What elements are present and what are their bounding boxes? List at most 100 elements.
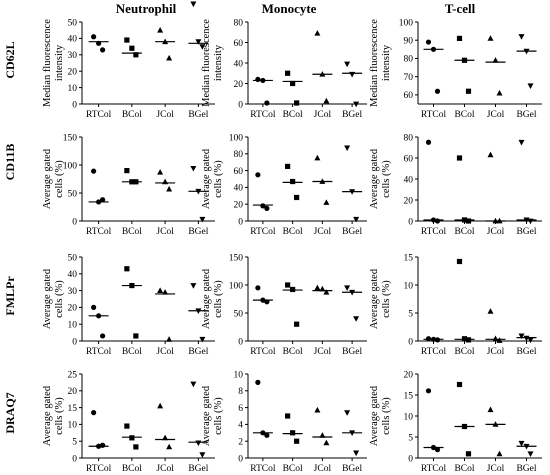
data-point [195, 440, 202, 447]
data-point [91, 410, 97, 416]
data-point [518, 34, 525, 40]
x-tick-label: BCol [122, 227, 142, 237]
data-point [157, 27, 164, 33]
data-point [434, 447, 441, 453]
x-tick-label: BCol [454, 227, 474, 237]
x-tick-label: RTCol [250, 464, 276, 474]
x-tick-label: JCol [156, 110, 174, 120]
data-point [434, 337, 441, 343]
y-tick-label: 5 [72, 438, 77, 448]
y-tick-label: 80 [234, 18, 244, 28]
y-tick-label: 50 [68, 189, 78, 199]
data-point [527, 83, 534, 89]
row-title-fmlpr: FMLPr [3, 276, 17, 316]
x-tick-label: BCol [122, 110, 142, 120]
data-point [465, 451, 472, 457]
y-tick-label: 5 [408, 433, 413, 443]
data-point [434, 218, 441, 224]
y-tick-label: 10 [68, 421, 78, 431]
y-axis-label: Median fluorescenceintensity [201, 19, 224, 107]
row-title-cd11b: CD11B [3, 144, 17, 181]
panel-r1-c0: 0 50 100 150 RTCol BCol JCol BGel Average gatedc… [42, 133, 215, 237]
y-tick-label: 0 [408, 217, 413, 227]
y-tick-label: 0 [72, 100, 77, 110]
data-point [492, 335, 499, 342]
data-point [199, 452, 206, 458]
data-point [260, 297, 266, 303]
data-point [323, 439, 330, 446]
data-point [353, 316, 360, 322]
data-point [496, 450, 503, 457]
data-point [294, 100, 300, 106]
data-point [323, 199, 330, 205]
y-tick-label: 0 [408, 454, 413, 464]
data-point [133, 444, 139, 450]
x-tick-label: BGel [188, 347, 208, 357]
x-tick-label: BCol [454, 347, 474, 357]
data-point [290, 178, 296, 185]
data-point [285, 163, 291, 169]
y-axis-label: Average gatedcells (%) [42, 385, 65, 446]
data-point [492, 217, 499, 224]
data-point [260, 430, 266, 436]
data-point [523, 48, 530, 55]
x-tick-label: BGel [342, 347, 362, 357]
data-point [100, 333, 106, 339]
x-tick-label: RTCol [421, 227, 447, 237]
y-axis-label: Average gatedcells (%) [201, 385, 224, 446]
data-point [527, 451, 534, 457]
data-point [314, 30, 321, 36]
data-point [461, 217, 468, 223]
x-tick-label: RTCol [421, 347, 447, 357]
data-point [264, 100, 270, 106]
data-point [294, 194, 300, 201]
y-tick-label: 20 [68, 68, 78, 78]
data-point [425, 39, 432, 45]
x-tick-label: RTCol [250, 347, 276, 357]
panel-r1-c1: 0 20 40 60 80 100 RTCol BCol JCol BGel Average gat… [201, 133, 367, 237]
data-point [353, 450, 360, 457]
y-tick-label: 0 [408, 337, 413, 347]
data-point [319, 432, 326, 438]
data-point [344, 285, 351, 291]
data-point [487, 406, 494, 413]
data-point [294, 321, 300, 327]
y-tick-label: 0 [238, 454, 243, 464]
y-tick-label: 40 [234, 184, 244, 194]
y-tick-label: 15 [404, 253, 414, 263]
y-tick-label: 40 [404, 175, 414, 185]
panel-r2-c1: 0 50 100 150 RTCol BCol JCol BGel Average gatedc… [201, 253, 367, 357]
y-tick-label: 4 [238, 421, 243, 431]
data-point [91, 304, 97, 310]
y-tick-label: 100 [229, 133, 244, 143]
panel-r2-c0: 0 10 20 30 40 50 RTCol BCol JCol BGel Average gate… [42, 253, 215, 357]
data-point [195, 188, 202, 195]
data-point [430, 217, 437, 223]
data-point [199, 44, 206, 50]
data-point [96, 313, 102, 319]
x-tick-label: JCol [314, 227, 332, 237]
data-point [344, 410, 351, 416]
y-tick-label: 0 [238, 337, 243, 347]
data-point [129, 45, 135, 51]
y-tick-label: 0 [72, 217, 77, 227]
data-point [157, 287, 164, 293]
y-tick-label: 0 [238, 100, 243, 110]
data-point [255, 285, 261, 291]
x-tick-label: BGel [516, 110, 536, 120]
x-tick-label: RTCol [86, 227, 112, 237]
data-point [456, 155, 463, 161]
data-point [487, 308, 494, 314]
y-tick-label: 80 [404, 55, 414, 65]
x-tick-label: JCol [314, 347, 332, 357]
x-tick-label: BCol [283, 347, 303, 357]
column-title-neutrophil: Neutrophil [116, 1, 177, 16]
panel-r0-c2: 60 70 80 90 100 RTCol BCol JCol BGel Median fluor… [369, 18, 542, 120]
data-point [260, 203, 266, 209]
x-tick-label: BGel [188, 464, 208, 474]
y-tick-label: 15 [404, 391, 414, 401]
data-point [166, 185, 173, 192]
y-tick-label: 0 [72, 337, 77, 347]
data-point [91, 168, 97, 174]
data-point [496, 217, 503, 224]
